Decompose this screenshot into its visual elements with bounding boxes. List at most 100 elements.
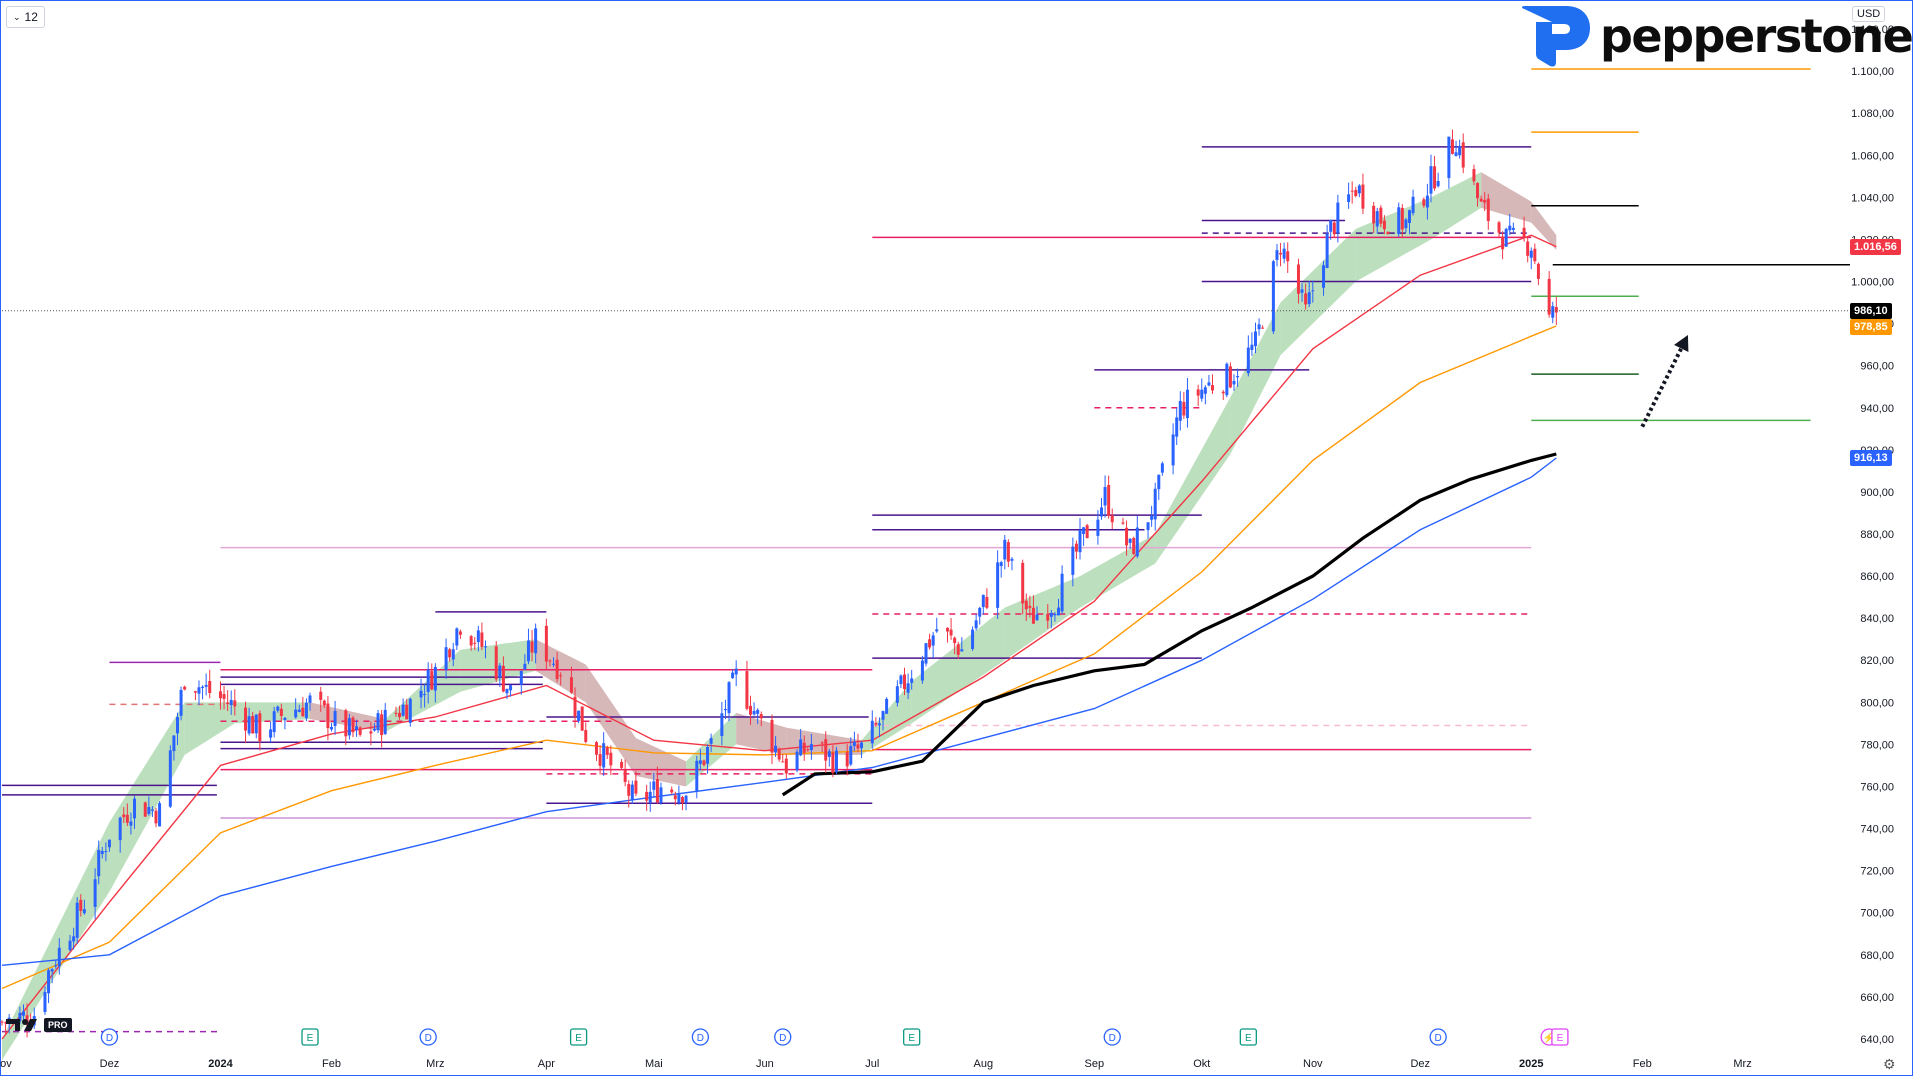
candle-body: [1461, 142, 1465, 168]
candle-body: [104, 851, 108, 853]
candle-body: [329, 726, 333, 730]
candle-body: [68, 940, 72, 951]
candle-body: [1035, 614, 1039, 621]
x-tick-label: Jul: [865, 1058, 879, 1070]
candle-body: [0, 1021, 4, 1023]
candle-body: [781, 761, 785, 763]
candle-body: [158, 803, 162, 827]
event-marker-circle: [100, 1028, 119, 1046]
event-marker-label: D: [1109, 1033, 1116, 1044]
ema-red-price-tag: 1.016,56: [1850, 238, 1901, 255]
candle-body: [609, 752, 613, 766]
candle-body: [333, 710, 337, 726]
candle-body: [981, 594, 985, 608]
candle-body: [534, 628, 538, 654]
cloud-segment: [1280, 228, 1356, 356]
series-line-0: [1, 234, 1557, 1040]
candle-body: [1196, 389, 1200, 396]
candle-body: [881, 711, 885, 720]
candle-body: [1236, 375, 1240, 378]
candle-body: [107, 839, 111, 848]
event-marker-circle: [1103, 1028, 1121, 1046]
candle-body: [996, 562, 1000, 608]
candle-body: [885, 698, 889, 714]
candle-body: [931, 635, 935, 646]
y-tick-label: 760,00: [1860, 781, 1894, 793]
candle-body: [455, 628, 459, 646]
candle-body: [845, 752, 849, 767]
candle-body: [1322, 265, 1326, 288]
price-axis[interactable]: 640,00 660,00 680,00 700,00 720,00 740,00 760,…: [1851, 24, 1894, 1046]
cloud-segment: [184, 702, 235, 755]
candle-body: [1135, 527, 1139, 557]
candle-body: [799, 739, 803, 756]
candle-body: [1407, 210, 1411, 223]
candle-body: [870, 720, 874, 744]
candle-body: [426, 669, 430, 692]
candle-body: [573, 696, 577, 717]
candle-body: [1386, 231, 1390, 235]
candle-body: [985, 596, 989, 608]
candle-body: [483, 646, 487, 648]
candle-body: [659, 787, 663, 803]
candle-body: [999, 562, 1003, 567]
candle-body: [856, 744, 860, 749]
candle-body: [1082, 527, 1086, 534]
candle-body: [247, 716, 251, 734]
candle-body: [1472, 169, 1476, 182]
level-lines: [2, 68, 1850, 1033]
candle-body: [79, 899, 83, 911]
candle-body: [1479, 198, 1483, 202]
candle-body: [974, 620, 978, 629]
interval-selector[interactable]: ⌄ 12: [6, 6, 45, 28]
candle-body: [1533, 248, 1537, 262]
candle-body: [1375, 211, 1379, 227]
candle-body: [806, 749, 810, 751]
candle-body: [802, 742, 806, 753]
pepperstone-p-icon: [1522, 6, 1590, 67]
candle-body: [1049, 612, 1053, 617]
candle-body: [598, 754, 602, 766]
candle-body: [419, 690, 423, 698]
candle-body: [1150, 516, 1154, 520]
candle-body: [1433, 166, 1437, 189]
cloud-segment: [109, 702, 185, 892]
candle-body: [1311, 290, 1315, 292]
event-marker-box: [301, 1028, 319, 1046]
candle-body: [1400, 207, 1404, 230]
candle-body: [1107, 484, 1111, 516]
time-axis[interactable]: Nov Dez 2024 Feb Mrz Apr Mai Jun Jul Aug Sep Okt Nov…: [0, 1058, 1752, 1070]
candle-body: [304, 702, 308, 719]
candle-body: [899, 675, 903, 685]
candle-body: [1357, 185, 1361, 194]
settings-gear-icon[interactable]: ⚙: [1883, 1056, 1896, 1072]
event-marker-circle: [419, 1028, 437, 1046]
currency-label[interactable]: USD: [1852, 6, 1886, 22]
candle-body: [795, 751, 799, 771]
candle-body: [57, 947, 61, 967]
x-tick-label: Mrz: [1733, 1058, 1751, 1070]
tradingview-icon: [6, 1019, 37, 1031]
candle-body: [301, 707, 305, 717]
tradingview-pro-badge: PRO: [44, 1018, 72, 1032]
candle-body: [473, 642, 477, 644]
candle-body: [358, 727, 362, 735]
candle-body: [1379, 207, 1383, 224]
candle-body: [1522, 227, 1526, 238]
y-tick-label: 880,00: [1860, 529, 1894, 541]
candle-body: [1157, 474, 1161, 490]
cloud-segment: [585, 664, 636, 776]
event-marker-label: D: [1435, 1033, 1442, 1044]
candle-body: [1207, 382, 1211, 386]
candle-body: [294, 709, 298, 718]
event-marker-circle: [774, 1028, 792, 1046]
candle-body: [1003, 539, 1007, 560]
y-tick-label: 1.040,00: [1851, 192, 1894, 204]
cloud-segment: [1430, 172, 1482, 240]
y-tick-label: 700,00: [1860, 908, 1894, 920]
x-tick-label: Dez: [100, 1058, 120, 1070]
sma-blue-price-tag: 916,13: [1850, 449, 1892, 466]
candle-body: [1178, 400, 1182, 421]
cloud-segment: [1481, 172, 1532, 223]
